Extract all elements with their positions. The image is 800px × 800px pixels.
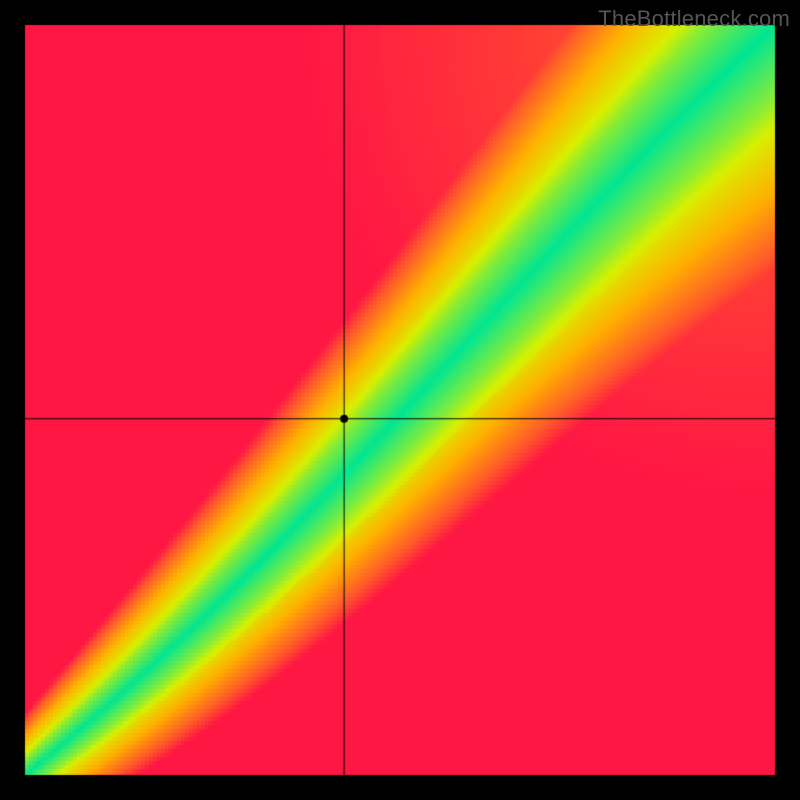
watermark-text: TheBottleneck.com [598,6,790,32]
bottleneck-heatmap [0,0,800,800]
chart-container: TheBottleneck.com [0,0,800,800]
